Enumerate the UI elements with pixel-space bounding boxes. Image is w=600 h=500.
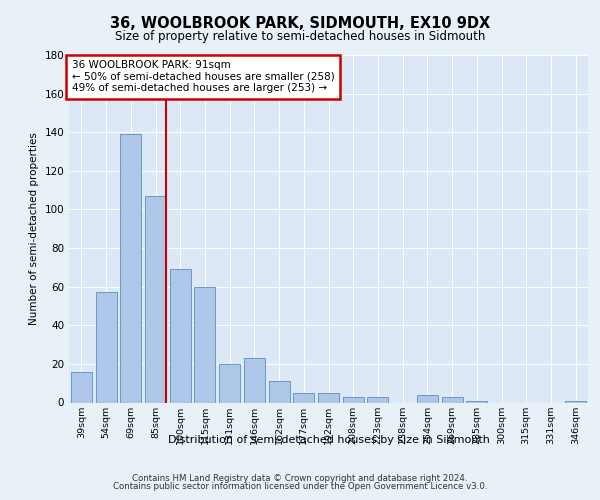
Y-axis label: Number of semi-detached properties: Number of semi-detached properties — [29, 132, 39, 325]
Bar — [417, 395, 438, 402]
Text: Contains public sector information licensed under the Open Government Licence v3: Contains public sector information licen… — [113, 482, 487, 491]
Bar — [367, 396, 388, 402]
Bar — [565, 400, 586, 402]
Bar — [244, 358, 265, 403]
Bar — [318, 393, 339, 402]
Bar — [219, 364, 240, 403]
Text: Size of property relative to semi-detached houses in Sidmouth: Size of property relative to semi-detach… — [115, 30, 485, 43]
Bar — [293, 393, 314, 402]
Bar — [145, 196, 166, 402]
Bar — [269, 382, 290, 402]
Bar — [71, 372, 92, 402]
Text: Distribution of semi-detached houses by size in Sidmouth: Distribution of semi-detached houses by … — [168, 435, 490, 445]
Bar — [95, 292, 116, 403]
Text: Contains HM Land Registry data © Crown copyright and database right 2024.: Contains HM Land Registry data © Crown c… — [132, 474, 468, 483]
Bar — [170, 270, 191, 402]
Bar — [442, 396, 463, 402]
Text: 36, WOOLBROOK PARK, SIDMOUTH, EX10 9DX: 36, WOOLBROOK PARK, SIDMOUTH, EX10 9DX — [110, 16, 490, 31]
Bar — [343, 396, 364, 402]
Bar — [120, 134, 141, 402]
Bar — [194, 286, 215, 403]
Bar — [466, 400, 487, 402]
Text: 36 WOOLBROOK PARK: 91sqm
← 50% of semi-detached houses are smaller (258)
49% of : 36 WOOLBROOK PARK: 91sqm ← 50% of semi-d… — [71, 60, 334, 94]
